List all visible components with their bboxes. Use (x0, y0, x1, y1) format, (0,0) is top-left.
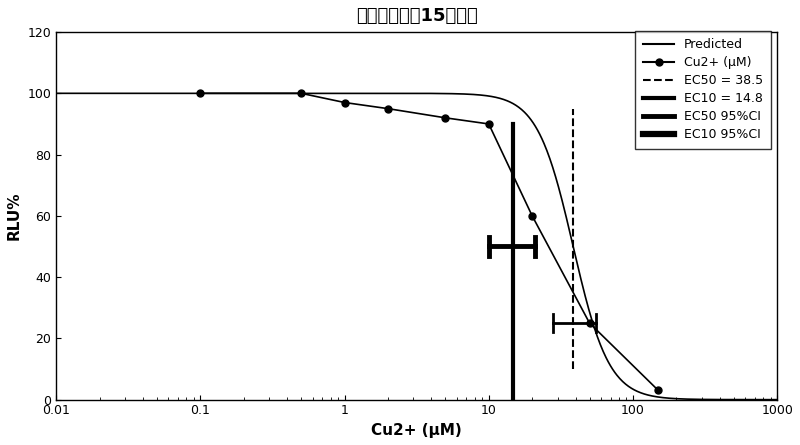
Predicted (125, 91, 134, 96)
Cu2+ (μM) (441, 115, 450, 121)
Predicted (626, 385, 636, 391)
Legend: Predicted, Cu2+ (μM), EC50 = 38.5, EC10 = 14.8, EC50 95%CI, EC10 95%CI: Predicted, Cu2+ (μM), EC50 = 38.5, EC10 … (635, 31, 771, 149)
Predicted (546, 160, 556, 166)
EC10 = 14.8 (509, 121, 518, 127)
EC50 = 38.5 (568, 366, 578, 372)
Cu2+ (μM) (585, 320, 594, 326)
Cu2+ (μM) (340, 100, 350, 105)
Cu2+ (μM) (654, 388, 663, 393)
Cu2+ (μM) (196, 91, 206, 96)
Predicted (343, 91, 353, 96)
Cu2+ (μM) (296, 91, 306, 96)
Cu2+ (μM) (383, 106, 393, 111)
Cu2+ (μM) (484, 121, 494, 127)
Line: Cu2+ (μM): Cu2+ (μM) (197, 90, 662, 394)
Line: Predicted: Predicted (56, 93, 777, 400)
Predicted (614, 374, 623, 380)
EC50 = 38.5 (568, 106, 578, 111)
Predicted (369, 91, 378, 96)
Cu2+ (μM) (527, 213, 537, 218)
Y-axis label: RLU%: RLU% (7, 192, 22, 240)
Title: 铜标准曲线（15分钟）: 铜标准曲线（15分钟） (356, 7, 478, 25)
X-axis label: Cu2+ (μM): Cu2+ (μM) (371, 423, 462, 438)
Predicted (772, 397, 782, 402)
EC10 = 14.8 (509, 397, 518, 402)
Predicted (51, 91, 61, 96)
